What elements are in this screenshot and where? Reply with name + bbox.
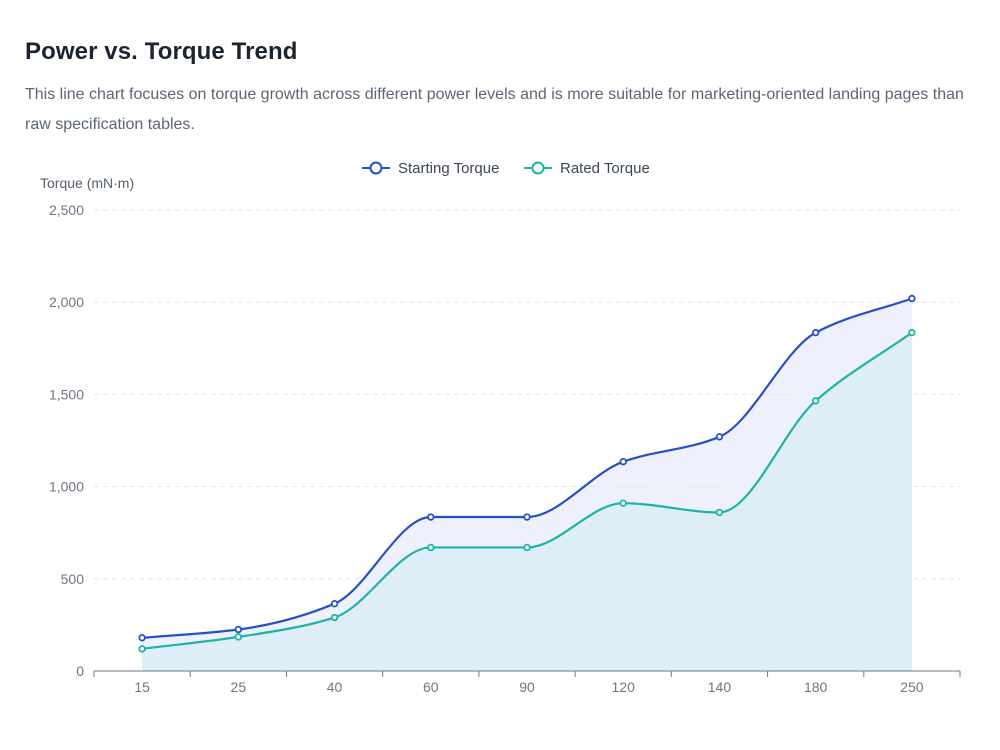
page-subtitle: This line chart focuses on torque growth… <box>25 86 964 133</box>
data-points <box>138 294 916 653</box>
y-tick-label: 2,500 <box>49 202 84 218</box>
y-tick-label: 2,000 <box>49 294 84 310</box>
page-title: Power vs. Torque Trend <box>25 38 298 65</box>
x-tick-label: 180 <box>804 679 828 695</box>
x-tick-label: 25 <box>231 679 247 695</box>
x-tick-label: 40 <box>327 679 343 695</box>
data-point[interactable] <box>908 328 916 337</box>
y-tick-label: 1,000 <box>49 479 84 495</box>
area-fills <box>142 298 912 671</box>
grid-lines <box>94 209 960 580</box>
y-tick-label: 500 <box>61 571 85 587</box>
x-tick-label: 140 <box>708 679 732 695</box>
data-point[interactable] <box>715 433 724 441</box>
data-point[interactable] <box>234 625 243 634</box>
data-point[interactable] <box>811 328 820 337</box>
legend-label: Starting Torque <box>398 160 499 177</box>
chart-legend[interactable]: Starting Torque Rated Torque <box>362 160 650 177</box>
legend-marker <box>531 161 545 175</box>
data-point[interactable] <box>715 508 724 517</box>
axes: 0 500 1,000 1,500 2,000 2,500 15 25 40 60 90 120 140… <box>49 202 961 695</box>
data-point[interactable] <box>138 634 146 642</box>
y-tick-label: 1,500 <box>49 386 84 402</box>
legend-label: Rated Torque <box>560 160 650 177</box>
line-series-1 <box>141 331 913 650</box>
y-axis-title: Torque (mN·m) <box>40 175 134 191</box>
legend-item-1[interactable]: Rated Torque <box>524 160 650 177</box>
data-point[interactable] <box>523 543 531 552</box>
data-point[interactable] <box>234 633 243 641</box>
data-point[interactable] <box>908 294 916 303</box>
y-tick-label: 0 <box>76 663 84 679</box>
data-point[interactable] <box>427 543 435 552</box>
x-tick-label: 15 <box>134 679 150 695</box>
x-tick-label: 60 <box>423 679 439 695</box>
x-tick-label: 90 <box>519 679 535 695</box>
area-series-1 <box>142 332 912 671</box>
x-tick-label: 120 <box>612 679 636 695</box>
data-point[interactable] <box>523 513 531 521</box>
data-point[interactable] <box>138 645 146 653</box>
data-point[interactable] <box>811 397 820 405</box>
x-tick-label: 250 <box>900 679 924 695</box>
data-point[interactable] <box>330 599 339 608</box>
data-point[interactable] <box>427 513 435 521</box>
data-point[interactable] <box>619 499 627 507</box>
data-point[interactable] <box>330 613 339 622</box>
legend-marker <box>369 161 383 175</box>
data-point[interactable] <box>619 458 627 466</box>
legend-item-0[interactable]: Starting Torque <box>362 160 499 177</box>
